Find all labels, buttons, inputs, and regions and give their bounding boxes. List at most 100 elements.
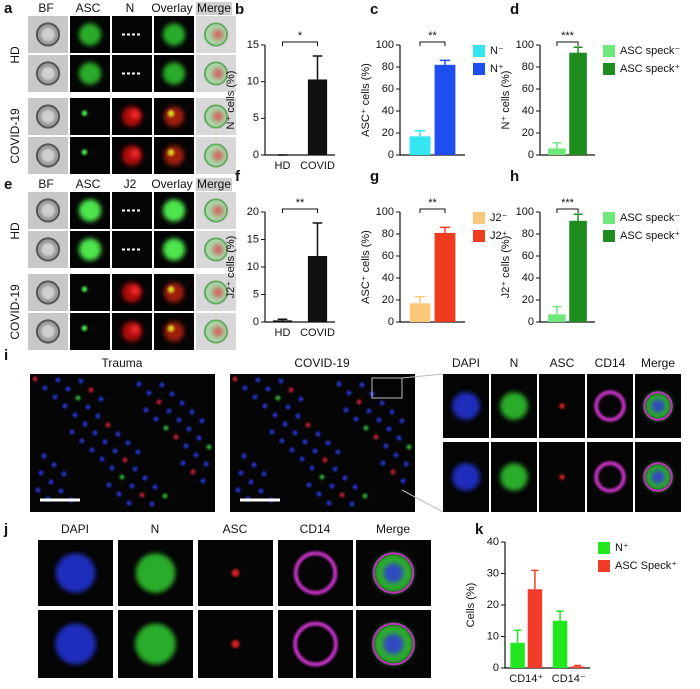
- image-cell: [28, 231, 68, 268]
- cell-signal: [212, 149, 224, 162]
- cell-signal: [162, 238, 186, 261]
- cell-signal: [212, 110, 224, 123]
- column-header: N: [151, 522, 160, 536]
- error-bar: [312, 222, 323, 256]
- cell-signal: [305, 422, 311, 428]
- cell-signal: [319, 474, 325, 480]
- header-background: [196, 178, 232, 191]
- column-header: ASC: [76, 177, 101, 191]
- image-cell: [154, 137, 194, 174]
- column-header: Merge: [641, 356, 675, 370]
- cell-signal: [651, 399, 665, 413]
- cell-signal: [298, 396, 304, 402]
- row-label: COVID-19: [8, 108, 22, 164]
- cell-signal: [353, 416, 359, 422]
- x-tick-label: HD: [275, 160, 291, 172]
- panel-label: d: [510, 1, 519, 18]
- column-header: DAPI: [452, 356, 480, 370]
- cell-signal: [130, 325, 140, 334]
- cell-signal: [65, 386, 71, 392]
- cell-signal: [315, 431, 321, 437]
- cell-signal: [78, 238, 102, 261]
- image-cell: [112, 98, 152, 135]
- row-label: HD: [8, 46, 22, 64]
- y-axis-label: N⁺ cells (%): [225, 71, 237, 130]
- panel-label: h: [510, 168, 519, 185]
- cell-signal: [176, 417, 182, 423]
- significance-bracket: [556, 41, 579, 46]
- cell-signal: [352, 484, 358, 490]
- y-tick-label: 100: [516, 206, 534, 218]
- cell-signal: [109, 465, 115, 471]
- legend-label: J2⁺: [490, 230, 508, 242]
- cell-signal: [58, 488, 64, 494]
- cell-ring: [293, 621, 338, 667]
- cell-signal: [452, 392, 480, 420]
- cell-signal: [162, 23, 186, 46]
- legend-swatch: [473, 63, 485, 75]
- significance-label: ***: [561, 197, 575, 209]
- cell-signal: [88, 387, 94, 393]
- cell-signal: [251, 462, 257, 468]
- cell-signal: [332, 466, 338, 472]
- image-cell: [154, 231, 194, 268]
- cell-signal: [380, 460, 386, 466]
- cell-signal: [390, 469, 396, 475]
- cell-signal: [82, 421, 88, 427]
- cell-signal: [386, 426, 392, 432]
- column-header: Merge: [197, 177, 231, 191]
- panel-label: c: [370, 1, 378, 18]
- y-tick-label: 20: [382, 294, 394, 306]
- cell-signal: [159, 382, 165, 388]
- error-bar: [414, 295, 426, 304]
- cell-signal: [366, 408, 372, 414]
- column-header: BF: [38, 1, 53, 15]
- image-cell: [587, 374, 633, 438]
- x-tick-label: COVID: [300, 327, 335, 339]
- error-bar: [531, 569, 539, 590]
- cell-signal: [362, 493, 368, 499]
- cell-inner: [41, 242, 55, 257]
- cell-signal: [35, 487, 41, 493]
- cell-signal: [299, 456, 305, 462]
- cell-signal: [149, 501, 155, 507]
- cell-signal: [167, 149, 175, 156]
- image-cell: [154, 313, 194, 350]
- image-cell: [70, 274, 110, 311]
- image-cell: [491, 442, 537, 512]
- image-cell: [356, 540, 431, 606]
- image-cell: [196, 137, 236, 174]
- panel-label: e: [4, 176, 12, 193]
- y-tick-label: 0: [528, 316, 534, 328]
- y-tick-label: 20: [487, 599, 499, 611]
- cell-signal: [81, 149, 88, 155]
- panel-label: a: [4, 0, 13, 17]
- cell-signal: [199, 418, 205, 424]
- legend-swatch: [598, 542, 610, 554]
- cell-signal: [119, 474, 125, 480]
- image-cell: [278, 540, 353, 606]
- column-header: CD14: [300, 522, 331, 536]
- y-tick-label: 0: [528, 149, 534, 161]
- cell-signal: [336, 381, 342, 387]
- cell-signal: [500, 392, 528, 420]
- cell-signal: [235, 487, 241, 493]
- cell-ring: [643, 462, 673, 492]
- cell-signal: [156, 399, 162, 405]
- cell-signal: [81, 325, 88, 331]
- cell-signal: [61, 471, 67, 477]
- cell-signal: [78, 199, 102, 222]
- x-tick-label: CD14⁻: [552, 673, 586, 685]
- legend-swatch: [473, 230, 485, 242]
- image-cell: [154, 192, 194, 229]
- column-header: ASC: [76, 1, 101, 15]
- cell-signal: [316, 491, 322, 497]
- y-tick-label: 80: [382, 61, 394, 73]
- cell-signal: [500, 463, 528, 491]
- x-tick-label: COVID: [300, 160, 335, 172]
- image-background: [30, 374, 215, 512]
- bar: [307, 79, 328, 155]
- error-bar: [312, 55, 323, 80]
- cell-signal: [265, 386, 271, 392]
- image-cell: [196, 16, 236, 53]
